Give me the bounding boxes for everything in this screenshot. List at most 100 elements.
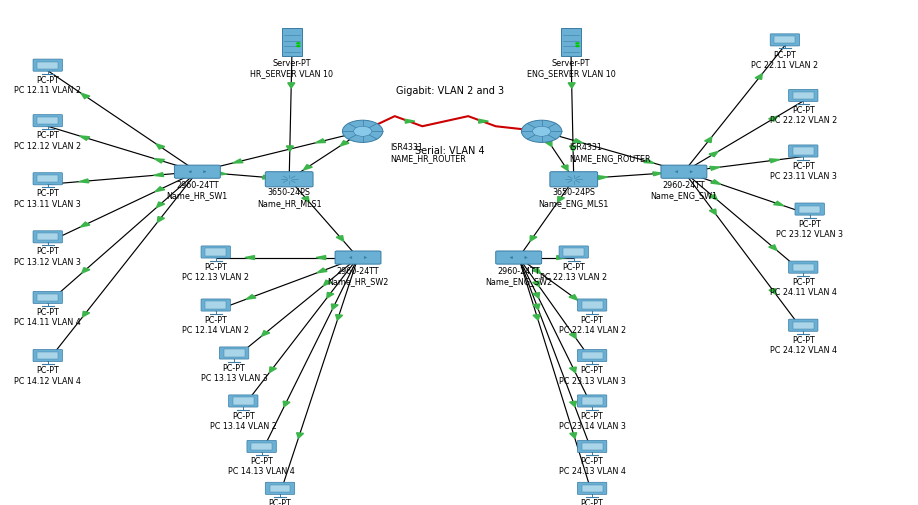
- Polygon shape: [323, 280, 331, 286]
- FancyBboxPatch shape: [247, 440, 276, 452]
- Text: PC-PT
PC 14.14 VLAN 4: PC-PT PC 14.14 VLAN 4: [247, 499, 313, 505]
- Polygon shape: [157, 217, 164, 222]
- Text: Serial: VLAN 4: Serial: VLAN 4: [415, 146, 485, 157]
- Polygon shape: [533, 315, 540, 320]
- Polygon shape: [774, 201, 784, 206]
- FancyBboxPatch shape: [561, 28, 581, 56]
- Polygon shape: [246, 295, 256, 299]
- Text: PC-PT
PC 23.11 VLAN 3: PC-PT PC 23.11 VLAN 3: [770, 162, 836, 181]
- Circle shape: [521, 120, 562, 142]
- FancyBboxPatch shape: [33, 115, 62, 127]
- FancyBboxPatch shape: [206, 301, 226, 309]
- Polygon shape: [217, 171, 227, 175]
- Polygon shape: [303, 165, 312, 170]
- Polygon shape: [573, 139, 583, 143]
- Polygon shape: [533, 304, 540, 310]
- Polygon shape: [157, 202, 164, 208]
- Polygon shape: [153, 173, 163, 177]
- Circle shape: [297, 45, 301, 47]
- Polygon shape: [283, 401, 290, 407]
- FancyBboxPatch shape: [252, 443, 272, 450]
- FancyBboxPatch shape: [38, 117, 58, 124]
- FancyBboxPatch shape: [33, 349, 62, 362]
- Text: 2960-24TT
Name_ENG_SW2: 2960-24TT Name_ENG_SW2: [485, 267, 553, 286]
- Circle shape: [353, 126, 372, 136]
- Polygon shape: [297, 433, 304, 438]
- Circle shape: [575, 45, 580, 47]
- FancyBboxPatch shape: [233, 397, 253, 405]
- FancyBboxPatch shape: [219, 347, 249, 359]
- Polygon shape: [653, 172, 663, 176]
- FancyBboxPatch shape: [582, 443, 602, 450]
- Polygon shape: [83, 312, 90, 317]
- Polygon shape: [532, 281, 540, 287]
- Text: 3650-24PS
Name_ENG_MLS1: 3650-24PS Name_ENG_MLS1: [539, 188, 609, 208]
- Polygon shape: [532, 292, 540, 298]
- FancyBboxPatch shape: [793, 92, 813, 99]
- FancyBboxPatch shape: [577, 395, 607, 407]
- FancyBboxPatch shape: [174, 165, 220, 178]
- Polygon shape: [156, 144, 164, 149]
- Polygon shape: [155, 187, 164, 192]
- Polygon shape: [327, 292, 334, 298]
- Polygon shape: [331, 304, 338, 310]
- Polygon shape: [336, 235, 343, 241]
- Polygon shape: [561, 165, 568, 171]
- Text: PC-PT
PC 14.12 VLAN 4: PC-PT PC 14.12 VLAN 4: [15, 366, 81, 385]
- Polygon shape: [316, 139, 326, 143]
- Polygon shape: [557, 196, 565, 202]
- FancyBboxPatch shape: [577, 482, 607, 494]
- Text: PC-PT
PC 14.11 VLAN 4: PC-PT PC 14.11 VLAN 4: [15, 308, 81, 327]
- Polygon shape: [557, 256, 566, 260]
- FancyBboxPatch shape: [38, 175, 58, 182]
- Polygon shape: [710, 167, 720, 170]
- Polygon shape: [705, 137, 711, 142]
- Text: PC-PT
PC 23.14 VLAN 3: PC-PT PC 23.14 VLAN 3: [559, 412, 625, 431]
- FancyBboxPatch shape: [270, 485, 290, 492]
- Polygon shape: [529, 256, 539, 260]
- Polygon shape: [769, 159, 779, 163]
- FancyBboxPatch shape: [496, 251, 542, 264]
- Text: Gigabit: VLAN 2 and 3: Gigabit: VLAN 2 and 3: [396, 86, 504, 96]
- FancyBboxPatch shape: [577, 440, 607, 452]
- FancyBboxPatch shape: [38, 62, 58, 69]
- FancyBboxPatch shape: [770, 34, 800, 46]
- Text: 2960-24TT
Name_HR_SW1: 2960-24TT Name_HR_SW1: [167, 181, 228, 200]
- Polygon shape: [570, 401, 577, 407]
- Circle shape: [297, 42, 301, 44]
- Polygon shape: [709, 152, 718, 157]
- Text: Server-PT
ENG_SERVER VLAN 10: Server-PT ENG_SERVER VLAN 10: [527, 59, 615, 78]
- Polygon shape: [340, 141, 349, 146]
- FancyBboxPatch shape: [201, 299, 230, 311]
- FancyBboxPatch shape: [38, 294, 58, 301]
- Polygon shape: [79, 179, 89, 183]
- Text: PC-PT
PC 13.13 VLAN 3: PC-PT PC 13.13 VLAN 3: [201, 364, 267, 383]
- Polygon shape: [317, 268, 327, 273]
- Polygon shape: [263, 175, 273, 179]
- Text: PC-PT
PC 12.14 VLAN 2: PC-PT PC 12.14 VLAN 2: [183, 316, 249, 335]
- Polygon shape: [569, 333, 577, 338]
- FancyBboxPatch shape: [775, 36, 795, 43]
- FancyBboxPatch shape: [224, 349, 244, 357]
- Polygon shape: [316, 256, 326, 260]
- Polygon shape: [302, 196, 309, 202]
- Text: PC-PT
PC 13.12 VLAN 3: PC-PT PC 13.12 VLAN 3: [15, 247, 81, 267]
- Polygon shape: [270, 367, 276, 373]
- FancyBboxPatch shape: [582, 485, 602, 492]
- Text: ISR4331
NAME_ENG_ROUTER: ISR4331 NAME_ENG_ROUTER: [569, 143, 651, 163]
- FancyBboxPatch shape: [550, 172, 598, 187]
- FancyBboxPatch shape: [793, 147, 813, 155]
- FancyBboxPatch shape: [577, 299, 607, 311]
- FancyBboxPatch shape: [789, 319, 818, 331]
- Polygon shape: [568, 83, 576, 88]
- FancyBboxPatch shape: [582, 352, 602, 359]
- Text: 2960-24TT
Name_ENG_SW1: 2960-24TT Name_ENG_SW1: [651, 181, 717, 200]
- FancyBboxPatch shape: [33, 59, 62, 71]
- FancyBboxPatch shape: [582, 397, 602, 405]
- Text: PC-PT
PC 22.12 VLAN 2: PC-PT PC 22.12 VLAN 2: [769, 106, 837, 125]
- Polygon shape: [598, 176, 608, 180]
- Text: PC-PT
PC 23.12 VLAN 3: PC-PT PC 23.12 VLAN 3: [777, 220, 843, 239]
- FancyBboxPatch shape: [789, 89, 818, 102]
- Text: ISR4331
NAME_HR_ROUTER: ISR4331 NAME_HR_ROUTER: [390, 143, 466, 163]
- Text: PC-PT
PC 12.12 VLAN 2: PC-PT PC 12.12 VLAN 2: [14, 131, 82, 150]
